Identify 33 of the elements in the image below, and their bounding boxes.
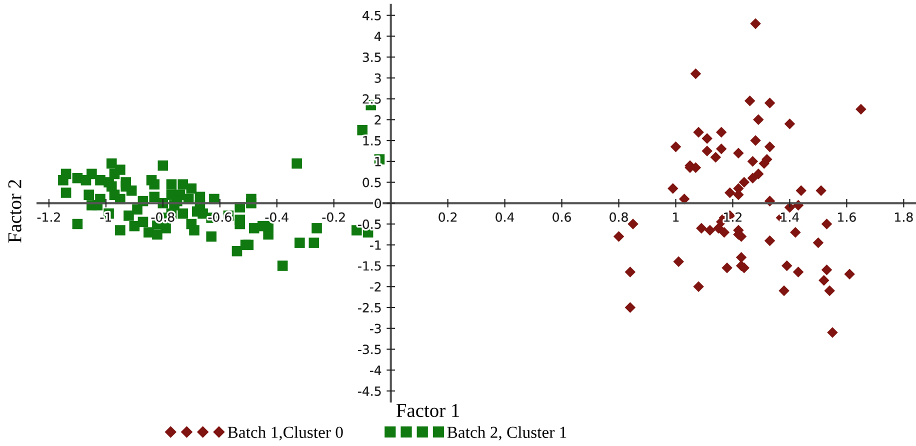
y-tick-label: -0.5	[358, 219, 381, 229]
y-tick-label: -1.5	[358, 261, 381, 271]
x-tick-label: 1.8	[895, 212, 913, 222]
x-tick-label: -1.2	[37, 212, 60, 222]
y-tick-label: -4.5	[358, 386, 381, 396]
y-tick-label: 4	[374, 32, 382, 41]
x-tick-label: 0.8	[610, 212, 628, 222]
y-tick-label: -3.5	[358, 344, 381, 354]
x-axis-title: Factor 1	[396, 404, 460, 418]
y-tick-label: 3.5	[362, 52, 381, 62]
y-tick-label: 1	[375, 157, 381, 166]
y-tick-label: 1.5	[363, 136, 381, 146]
legend-label: Batch 2, Cluster 1	[447, 426, 566, 440]
y-tick-label: -2.5	[358, 302, 381, 312]
y-tick-label: -4	[370, 366, 382, 375]
x-tick-label: 0.6	[552, 212, 571, 222]
x-tick-label: -0.2	[322, 212, 345, 222]
x-tick-label: 0.4	[496, 212, 514, 222]
y-tick-label: -3	[370, 324, 381, 334]
y-tick-label: 3	[374, 73, 381, 83]
y-tick-label: 2	[374, 115, 381, 124]
x-tick-label: 1	[673, 212, 679, 222]
y-tick-label: 2.5	[362, 94, 381, 104]
y-axis-title: Factor 2	[8, 180, 22, 243]
y-tick-label: 4.5	[362, 10, 381, 20]
x-tick-label: 1.6	[838, 212, 856, 222]
x-tick-label: -1	[100, 212, 112, 222]
x-tick-label: -0.4	[265, 212, 288, 222]
y-tick-label: 0.5	[362, 178, 381, 188]
legend-label: Batch 1,Cluster 0	[228, 426, 343, 440]
y-tick-label: -2	[370, 282, 381, 292]
x-tick-label: 0.2	[438, 212, 457, 222]
y-tick-label: -1	[370, 240, 381, 250]
